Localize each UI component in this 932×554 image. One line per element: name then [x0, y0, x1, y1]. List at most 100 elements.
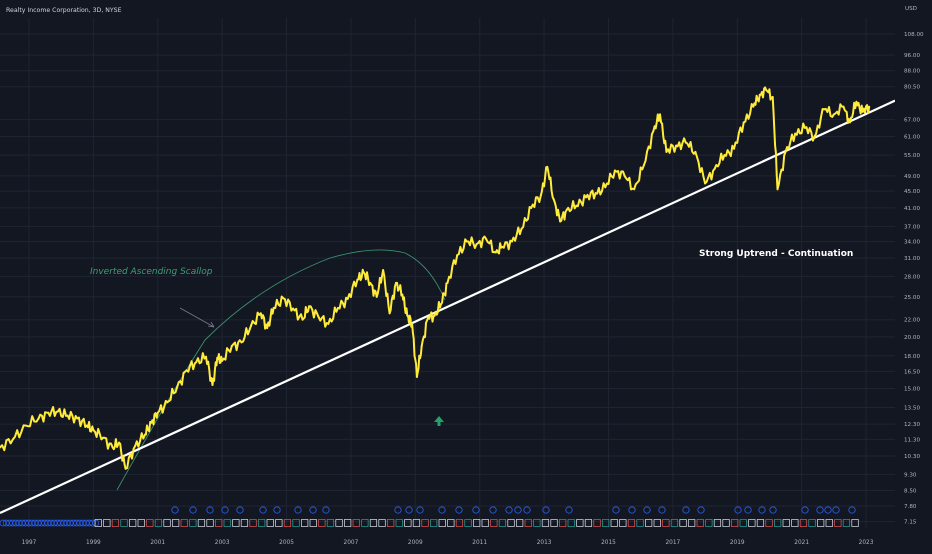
earnings-marker[interactable]: [662, 519, 670, 527]
earnings-marker[interactable]: [817, 519, 825, 527]
dividend-marker[interactable]: [189, 506, 197, 514]
dividend-marker[interactable]: [0, 519, 7, 527]
dividend-marker[interactable]: [34, 519, 42, 527]
earnings-marker[interactable]: [473, 519, 481, 527]
dividend-marker[interactable]: [628, 506, 636, 514]
earnings-marker[interactable]: [610, 519, 618, 527]
earnings-marker[interactable]: [275, 519, 283, 527]
earnings-marker[interactable]: [361, 519, 369, 527]
earnings-marker[interactable]: [103, 519, 111, 527]
earnings-marker[interactable]: [240, 519, 249, 527]
earnings-marker[interactable]: [498, 519, 507, 527]
earnings-marker[interactable]: [378, 519, 386, 527]
earnings-marker[interactable]: [215, 519, 223, 527]
earnings-marker[interactable]: [731, 519, 739, 527]
earnings-marker[interactable]: [430, 519, 438, 527]
earnings-marker[interactable]: [541, 519, 550, 527]
dividend-marker[interactable]: [31, 519, 39, 527]
dividend-marker[interactable]: [63, 519, 71, 527]
earnings-marker[interactable]: [533, 519, 541, 527]
earnings-marker[interactable]: [722, 519, 730, 527]
earnings-marker[interactable]: [782, 519, 790, 527]
dividend-marker[interactable]: [41, 519, 48, 527]
dividend-marker[interactable]: [89, 519, 96, 527]
earnings-marker[interactable]: [387, 519, 395, 527]
dividend-marker[interactable]: [769, 506, 777, 514]
earnings-marker[interactable]: [842, 519, 851, 527]
dividend-marker[interactable]: [79, 519, 87, 527]
earnings-marker[interactable]: [653, 519, 661, 527]
earnings-marker[interactable]: [318, 519, 326, 527]
earnings-marker[interactable]: [111, 519, 120, 527]
earnings-marker[interactable]: [559, 519, 567, 527]
earnings-marker[interactable]: [352, 519, 360, 527]
dividend-marker[interactable]: [18, 519, 26, 527]
dividend-marker[interactable]: [542, 506, 550, 514]
earnings-marker[interactable]: [301, 519, 309, 527]
dividend-marker[interactable]: [848, 506, 856, 514]
dividend-marker[interactable]: [322, 506, 330, 514]
earnings-marker[interactable]: [756, 519, 765, 527]
earnings-marker[interactable]: [412, 519, 421, 527]
dividend-marker[interactable]: [221, 506, 229, 514]
dividend-marker[interactable]: [643, 506, 651, 514]
dividend-marker[interactable]: [744, 506, 752, 514]
dividend-marker[interactable]: [259, 506, 267, 514]
earnings-marker[interactable]: [524, 519, 532, 527]
dividend-marker[interactable]: [9, 519, 16, 527]
earnings-marker[interactable]: [197, 519, 206, 527]
dividend-marker[interactable]: [273, 506, 281, 514]
earnings-marker[interactable]: [825, 519, 833, 527]
dividend-marker[interactable]: [82, 519, 90, 527]
earnings-marker[interactable]: [438, 519, 446, 527]
earnings-marker[interactable]: [369, 519, 378, 527]
dividend-marker[interactable]: [294, 506, 302, 514]
earnings-marker[interactable]: [670, 519, 679, 527]
dividend-marker[interactable]: [801, 506, 809, 514]
earnings-marker[interactable]: [619, 519, 627, 527]
earnings-marker[interactable]: [292, 519, 300, 527]
dividend-marker[interactable]: [206, 506, 214, 514]
earnings-marker[interactable]: [602, 519, 610, 527]
earnings-marker[interactable]: [799, 519, 808, 527]
dividend-marker[interactable]: [66, 519, 74, 527]
dividend-marker[interactable]: [22, 519, 29, 527]
earnings-marker[interactable]: [688, 519, 696, 527]
dividend-marker[interactable]: [612, 506, 620, 514]
dividend-marker[interactable]: [394, 506, 402, 514]
earnings-marker[interactable]: [507, 519, 515, 527]
earnings-marker[interactable]: [464, 519, 472, 527]
earnings-marker[interactable]: [765, 519, 773, 527]
earnings-marker[interactable]: [636, 519, 644, 527]
earnings-marker[interactable]: [679, 519, 687, 527]
dividend-marker[interactable]: [57, 519, 64, 527]
dividend-marker[interactable]: [6, 519, 13, 527]
earnings-marker[interactable]: [283, 519, 292, 527]
earnings-marker[interactable]: [490, 519, 498, 527]
dividend-marker[interactable]: [734, 506, 742, 514]
earnings-marker[interactable]: [258, 519, 266, 527]
earnings-marker[interactable]: [266, 519, 274, 527]
dividend-marker[interactable]: [697, 506, 705, 514]
earnings-marker[interactable]: [593, 519, 601, 527]
earnings-marker[interactable]: [163, 519, 171, 527]
earnings-marker[interactable]: [696, 519, 704, 527]
dividend-marker[interactable]: [514, 506, 522, 514]
dividend-marker[interactable]: [523, 506, 531, 514]
earnings-marker[interactable]: [172, 519, 180, 527]
earnings-marker[interactable]: [516, 519, 524, 527]
earnings-marker[interactable]: [223, 519, 231, 527]
dividend-marker[interactable]: [816, 506, 824, 514]
earnings-marker[interactable]: [129, 519, 137, 527]
earnings-marker[interactable]: [404, 519, 412, 527]
earnings-marker[interactable]: [206, 519, 214, 527]
earnings-marker[interactable]: [447, 519, 455, 527]
earnings-marker[interactable]: [421, 519, 429, 527]
earnings-marker[interactable]: [455, 519, 464, 527]
dividend-marker[interactable]: [489, 506, 497, 514]
earnings-marker[interactable]: [146, 519, 154, 527]
dividend-marker[interactable]: [25, 519, 32, 527]
dividend-marker[interactable]: [405, 506, 413, 514]
dividend-marker[interactable]: [758, 506, 766, 514]
dividend-marker[interactable]: [438, 506, 446, 514]
